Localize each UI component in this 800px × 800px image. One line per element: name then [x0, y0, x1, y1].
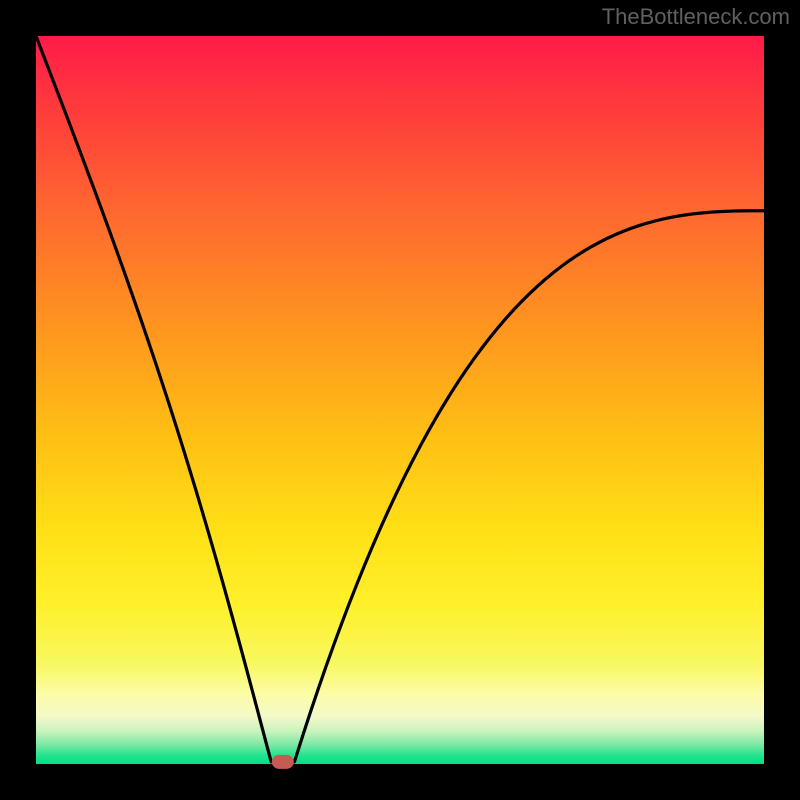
watermark-text: TheBottleneck.com	[602, 4, 790, 30]
bottleneck-chart	[0, 0, 800, 800]
optimum-marker	[272, 755, 294, 769]
gradient-background	[36, 36, 764, 764]
